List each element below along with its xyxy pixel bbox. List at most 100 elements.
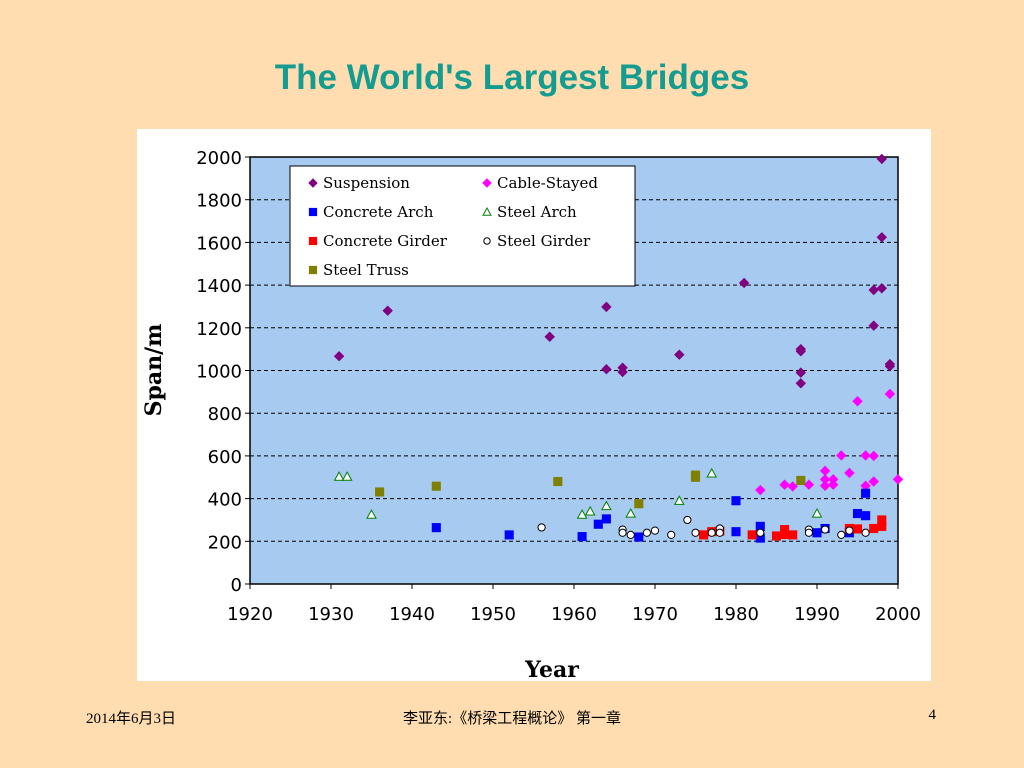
x-tick-label: 1950	[470, 604, 516, 625]
data-point-concrete-arch	[634, 532, 644, 542]
legend: Suspension Cable-Stayed Concrete Arch Steel…	[289, 165, 636, 287]
data-point-suspension	[738, 277, 750, 289]
data-point-cable-stayed	[803, 479, 815, 490]
data-point-cable-stayed	[836, 450, 847, 461]
x-tick-label: 1930	[308, 604, 354, 625]
data-point-steel-truss	[431, 481, 441, 491]
data-point-cable-stayed	[482, 178, 492, 188]
data-point-concrete-arch	[431, 523, 441, 533]
data-point-steel-arch	[576, 509, 588, 519]
chart-panel: 0 200 400 600 800 1000 1200 1400 1600 1800 2000 192…	[137, 129, 931, 681]
data-point-cable-stayed	[827, 479, 839, 490]
data-point-concrete-arch	[852, 508, 863, 519]
data-point-steel-truss	[553, 476, 563, 487]
data-point-steel-arch	[482, 206, 492, 216]
legend-label: Concrete Girder	[323, 232, 448, 250]
footer-date: 2014年6月3日	[86, 711, 177, 727]
data-point-steel-girder	[707, 528, 716, 537]
data-point-steel-girder	[650, 526, 660, 535]
x-tick-label: 1970	[632, 604, 678, 625]
y-tick-label: 200	[208, 532, 242, 553]
data-point-steel-arch	[366, 509, 377, 519]
y-tick-label: 1000	[196, 362, 242, 383]
data-point-suspension	[795, 378, 807, 389]
legend-label: Suspension	[323, 174, 410, 192]
legend-label: Steel Arch	[497, 203, 577, 221]
y-tick-label: 1600	[196, 233, 242, 254]
data-point-steel-girder	[537, 523, 546, 532]
data-point-concrete-girder	[771, 531, 782, 541]
legend-label: Steel Truss	[323, 261, 409, 279]
data-point-steel-girder	[642, 528, 651, 537]
data-point-steel-truss	[634, 499, 644, 509]
data-point-suspension	[876, 232, 888, 243]
data-point-steel-arch	[625, 508, 637, 518]
data-point-concrete-arch	[308, 207, 318, 217]
data-point-concrete-girder	[788, 530, 798, 540]
data-point-concrete-arch	[861, 488, 871, 498]
data-point-steel-girder	[861, 528, 870, 537]
data-point-concrete-arch	[504, 530, 514, 540]
data-point-steel-girder	[715, 528, 724, 537]
scatter-chart: 0 200 400 600 800 1000 1200 1400 1600 1800 2000 192…	[141, 148, 921, 681]
data-point-suspension	[868, 284, 879, 296]
y-axis-label: Span/m	[141, 324, 167, 417]
data-point-steel-arch	[584, 505, 596, 516]
x-tick-label: 1940	[389, 604, 435, 625]
data-point-steel-girder	[683, 515, 692, 525]
data-point-steel-girder	[483, 237, 491, 245]
y-tick-label: 400	[208, 490, 242, 511]
data-point-concrete-arch	[731, 527, 741, 537]
data-point-concrete-arch	[577, 532, 587, 542]
data-point-cable-stayed	[892, 474, 904, 485]
legend-box	[289, 165, 636, 287]
x-tick-label: 1960	[551, 604, 597, 625]
data-point-steel-arch	[673, 495, 685, 505]
data-point-steel-truss	[796, 475, 806, 486]
axis-ticks: 0 200 400 600 800 1000 1200 1400 1600 1800 2000 192…	[196, 148, 921, 625]
data-point-suspension	[601, 364, 612, 375]
legend-label: Cable-Stayed	[497, 174, 598, 192]
x-tick-label: 1920	[227, 604, 273, 625]
data-point-suspension	[617, 366, 628, 378]
data-point-cable-stayed	[868, 476, 879, 487]
data-point-concrete-girder	[308, 236, 318, 246]
data-point-concrete-arch	[731, 496, 741, 506]
data-point-suspension	[308, 178, 318, 188]
data-point-steel-girder	[756, 528, 765, 537]
data-point-cable-stayed	[852, 396, 863, 407]
data-point-steel-girder	[626, 530, 635, 539]
data-point-steel-girder	[618, 528, 627, 537]
y-tick-label: 600	[208, 447, 242, 468]
data-point-suspension	[795, 367, 807, 378]
data-point-steel-arch	[341, 471, 353, 481]
data-point-cable-stayed	[755, 484, 766, 496]
data-point-steel-girder	[667, 530, 676, 539]
data-point-concrete-girder	[780, 529, 790, 540]
data-point-suspension	[674, 349, 685, 360]
data-point-concrete-girder	[877, 521, 887, 531]
data-point-steel-arch	[601, 500, 612, 511]
data-point-suspension	[601, 301, 612, 313]
data-point-concrete-arch	[812, 528, 822, 538]
data-point-suspension	[868, 320, 879, 331]
y-tick-label: 1200	[196, 319, 242, 340]
data-point-steel-girder	[821, 525, 830, 534]
data-point-concrete-arch	[861, 511, 871, 521]
data-point-suspension	[382, 305, 393, 316]
x-tick-label: 1980	[713, 604, 759, 625]
data-point-suspension	[333, 350, 345, 362]
data-point-cable-stayed	[779, 479, 790, 490]
x-tick-label: 1990	[794, 604, 840, 625]
y-tick-label: 800	[208, 404, 242, 425]
data-point-cable-stayed	[868, 450, 879, 462]
x-axis-label: Year	[524, 657, 579, 681]
data-point-concrete-girder	[852, 524, 863, 534]
page-number: 4	[928, 707, 937, 723]
data-point-steel-girder	[691, 528, 700, 537]
y-tick-label: 1800	[196, 191, 242, 212]
y-tick-label: 1400	[196, 276, 242, 297]
data-point-concrete-girder	[699, 530, 709, 540]
data-point-cable-stayed	[787, 481, 798, 492]
data-point-suspension	[544, 331, 555, 342]
